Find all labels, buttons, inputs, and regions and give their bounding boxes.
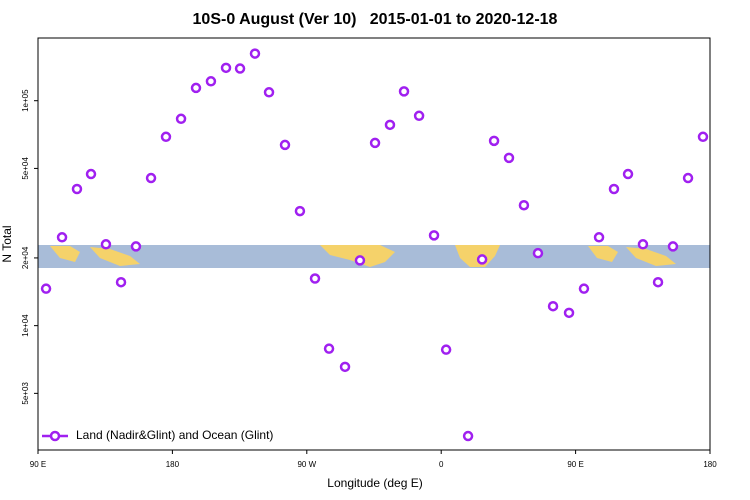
point [190, 82, 202, 94]
point [263, 87, 275, 98]
point [682, 172, 694, 184]
point [563, 307, 575, 319]
x-tick-label: 90 E [30, 460, 46, 469]
legend-label: Land (Nadir&Glint) and Ocean (Glint) [76, 428, 273, 442]
point [697, 131, 709, 143]
y-tick-label: 5e+03 [21, 382, 30, 405]
point [652, 276, 664, 288]
y-tick-label: 1e+05 [21, 89, 30, 112]
x-tick-label: 0 [439, 460, 444, 469]
point [220, 62, 232, 74]
y-axis-label: N Total [0, 225, 14, 262]
point [85, 168, 97, 180]
point [462, 430, 474, 442]
x-tick-label: 90 E [567, 460, 583, 469]
chart-title: 10S-0 August (Ver 10) 2015-01-01 to 2020… [193, 11, 558, 28]
point [413, 110, 425, 122]
point [578, 283, 590, 294]
point [56, 232, 68, 243]
land [588, 246, 676, 266]
y-tick-label: 2e+04 [21, 246, 30, 269]
plot-frame [37, 37, 711, 451]
point [40, 283, 52, 294]
point [323, 343, 335, 354]
point [622, 168, 634, 180]
point [175, 113, 187, 125]
y-tick-label: 1e+04 [21, 314, 30, 337]
point [100, 239, 112, 250]
point [532, 247, 544, 259]
point [593, 232, 605, 243]
point [608, 183, 620, 195]
legend-marker [49, 430, 61, 442]
point [503, 152, 515, 164]
point [476, 254, 488, 265]
point [71, 183, 83, 195]
point [384, 119, 396, 131]
point [354, 255, 366, 266]
point [249, 48, 261, 59]
point [130, 241, 142, 252]
x-axis-label: Longitude (deg E) [327, 476, 422, 490]
point [428, 230, 440, 241]
y-tick-label: 5e+04 [21, 157, 30, 180]
point [637, 239, 649, 250]
point [294, 205, 306, 217]
point [667, 241, 679, 252]
point [145, 172, 157, 184]
point [279, 139, 291, 151]
point [518, 199, 530, 211]
x-tick-label: 180 [703, 460, 717, 469]
land [50, 246, 140, 266]
point [369, 137, 381, 149]
land [455, 245, 500, 267]
point [234, 63, 246, 74]
point [488, 135, 500, 147]
point [440, 344, 452, 355]
point [309, 273, 321, 284]
point [339, 361, 351, 373]
point [160, 131, 172, 143]
x-tick-label: 180 [166, 460, 180, 469]
x-tick-label: 90 W [297, 460, 316, 469]
point [398, 86, 410, 97]
point [547, 300, 559, 312]
point [205, 76, 217, 87]
point [115, 276, 127, 288]
